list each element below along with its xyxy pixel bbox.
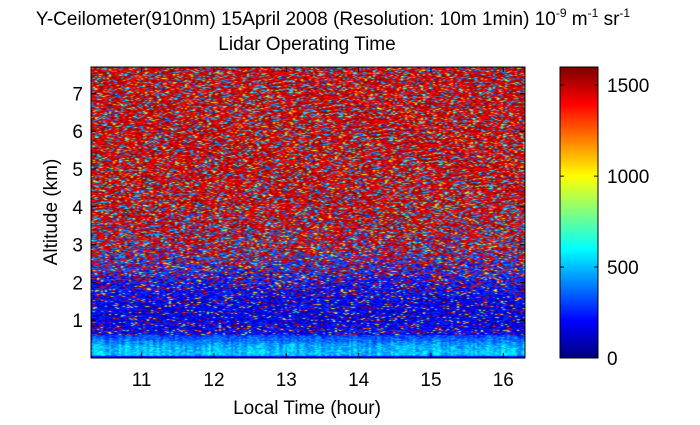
x-tick-label: 13: [276, 370, 297, 391]
title-unit-exp3: -1: [619, 6, 630, 20]
y-tick-label: 3: [72, 236, 83, 257]
y-tick-label: 5: [72, 160, 83, 181]
y-axis-label: Altitude (km): [41, 159, 62, 266]
x-tick-label: 15: [420, 370, 441, 391]
heatmap-image: [91, 67, 525, 358]
plot-frame: [90, 66, 526, 359]
title-unit-m: m: [567, 9, 588, 30]
colorbar-frame: [559, 66, 599, 359]
y-tick-label: 6: [72, 122, 83, 143]
x-tick-label: 12: [203, 370, 224, 391]
colorbar-tick-label: 1000: [607, 167, 649, 188]
y-tick-label: 4: [72, 198, 83, 219]
x-axis-label: Local Time (hour): [233, 398, 381, 419]
y-tick-label: 2: [72, 273, 83, 294]
title-unit-exp2: -1: [588, 6, 599, 20]
chart-title: Y-Ceilometer(910nm) 15April 2008 (Resolu…: [36, 6, 631, 30]
x-tick-label: 14: [348, 370, 370, 391]
colorbar-gradient: [560, 67, 598, 358]
colorbar-ticks: 0 500 1000 1500: [560, 76, 649, 370]
y-tick-label: 7: [72, 84, 83, 105]
x-axis: 11 12 13 14 15 16: [132, 67, 514, 391]
x-tick-label: 16: [493, 370, 514, 391]
title-unit-sr: sr: [598, 9, 620, 30]
colorbar-tick-label: 500: [607, 258, 639, 279]
colorbar-tick-label: 0: [607, 349, 618, 370]
y-axis: 1 2 3 4 5 6 7: [72, 84, 525, 332]
x-tick-label: 11: [132, 370, 152, 391]
title-prefix: Y-Ceilometer(910nm) 15April 2008 (Resolu…: [36, 9, 556, 30]
chart-subtitle: Lidar Operating Time: [218, 34, 395, 55]
title-unit-exp1: -9: [556, 6, 567, 20]
y-tick-label: 1: [72, 311, 83, 332]
colorbar-tick-label: 1500: [607, 76, 649, 97]
colorbar: 0 500 1000 1500: [559, 66, 649, 370]
heatmap-plot-area: [90, 66, 526, 359]
